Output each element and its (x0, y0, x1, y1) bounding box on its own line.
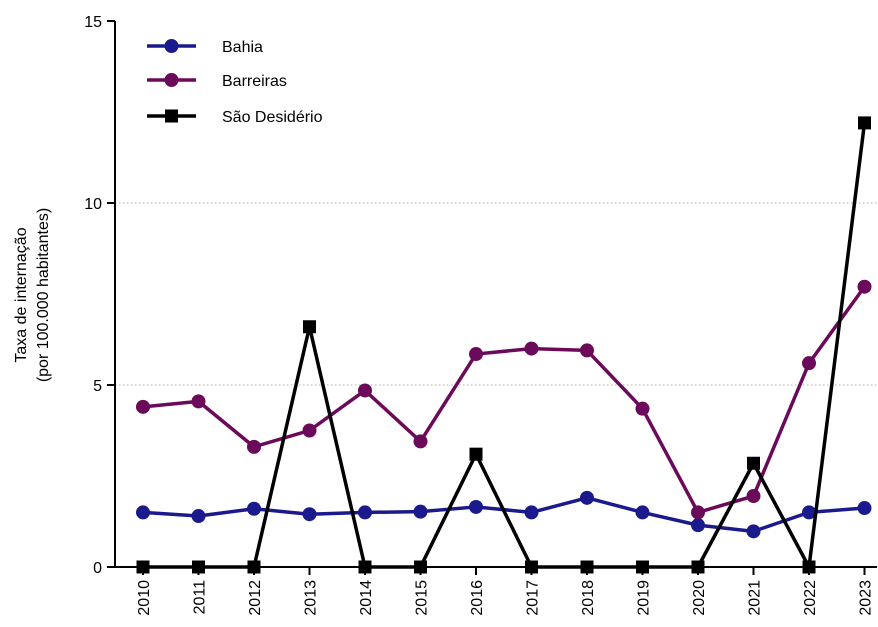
x-tick-label-2022: 2022 (802, 580, 819, 616)
data-point-bahia-2023 (857, 501, 872, 516)
data-point-barreiras-2014 (358, 383, 372, 398)
data-point-barreiras-2013 (302, 423, 317, 438)
data-point-bahia-2022 (802, 505, 816, 520)
data-point-bahia-2013 (302, 507, 317, 522)
legend-label-barreiras: Barreiras (222, 73, 287, 90)
data-point-s-o-desid-rio-2021 (747, 456, 760, 470)
y-tick-label-10: 10 (84, 196, 102, 213)
data-point-s-o-desid-rio-2012 (247, 560, 261, 574)
data-point-barreiras-2018 (580, 343, 594, 358)
x-tick-label-2013: 2013 (303, 580, 320, 616)
y-axis-label-line2: (por 100.000 habitantes) (35, 208, 52, 382)
x-tick-label-2011: 2011 (192, 580, 209, 615)
series-line-barreiras (142, 285, 866, 515)
data-point-bahia-2011 (191, 509, 206, 524)
data-point-barreiras-2022 (802, 356, 816, 371)
data-point-s-o-desid-rio-2013 (303, 320, 316, 334)
data-point-barreiras-2020 (691, 505, 705, 520)
y-tick-label-5: 5 (93, 378, 102, 395)
legend-label-bahia: Bahia (222, 39, 263, 56)
data-point-barreiras-2023 (857, 279, 872, 294)
data-point-barreiras-2012 (247, 439, 261, 454)
grid-lines (115, 202, 877, 386)
data-point-bahia-2019 (635, 505, 650, 520)
y-axis-label-line1: Taxa de internação (13, 227, 30, 362)
data-point-s-o-desid-rio-2010 (136, 560, 150, 574)
data-point-bahia-2017 (524, 505, 539, 520)
data-point-s-o-desid-rio-2023 (858, 116, 871, 130)
legend-marker-bahia (164, 39, 179, 53)
x-tick-label-2012: 2012 (247, 580, 264, 616)
legend-marker-barreiras (164, 73, 179, 87)
y-tick-label-0: 0 (93, 560, 102, 577)
data-point-barreiras-2019 (635, 401, 650, 416)
data-point-s-o-desid-rio-2014 (358, 560, 372, 574)
data-point-bahia-2015 (413, 504, 428, 519)
x-tick-label-2017: 2017 (525, 580, 542, 616)
y-axis-ticks: 0 5 10 15 (84, 14, 115, 577)
y-tick-label-15: 15 (84, 14, 102, 31)
legend-marker-s-o-desid-rio (165, 109, 178, 123)
x-tick-label-2019: 2019 (636, 580, 653, 616)
x-tick-label-2018: 2018 (580, 580, 597, 616)
axes (114, 21, 877, 568)
series-bahia (136, 490, 872, 539)
data-point-barreiras-2015 (413, 434, 428, 449)
data-point-bahia-2010 (136, 505, 150, 520)
data-point-barreiras-2017 (524, 341, 539, 356)
data-point-s-o-desid-rio-2018 (580, 560, 594, 574)
legend: Bahia Barreiras São Desidério (147, 39, 323, 126)
data-point-barreiras-2016 (469, 347, 483, 362)
series-barreiras (136, 279, 872, 520)
x-tick-label-2014: 2014 (358, 580, 375, 616)
data-point-s-o-desid-rio-2015 (414, 560, 427, 574)
data-point-bahia-2018 (580, 490, 594, 505)
x-tick-label-2023: 2023 (858, 580, 875, 616)
data-point-bahia-2021 (746, 524, 761, 539)
data-point-bahia-2020 (691, 518, 705, 533)
x-tick-label-2016: 2016 (469, 580, 486, 616)
series-line-s-o-desid-rio (143, 122, 867, 569)
data-point-barreiras-2011 (191, 394, 206, 409)
data-point-s-o-desid-rio-2022 (802, 560, 816, 574)
data-point-s-o-desid-rio-2011 (192, 560, 205, 574)
x-tick-label-2020: 2020 (691, 580, 708, 616)
x-tick-label-2010: 2010 (136, 580, 153, 616)
series-s-o-desid-rio (136, 116, 871, 574)
data-point-s-o-desid-rio-2017 (525, 560, 538, 574)
data-point-s-o-desid-rio-2019 (636, 560, 649, 574)
data-point-barreiras-2021 (746, 489, 761, 504)
series-group (136, 116, 872, 574)
legend-label-s-o-desid-rio: São Desidério (222, 109, 323, 126)
data-point-s-o-desid-rio-2016 (469, 447, 483, 461)
x-tick-label-2015: 2015 (414, 580, 431, 616)
data-point-s-o-desid-rio-2020 (691, 560, 705, 574)
x-tick-label-2021: 2021 (747, 580, 764, 616)
data-point-bahia-2016 (469, 499, 483, 514)
data-point-barreiras-2010 (136, 399, 150, 414)
data-point-bahia-2012 (247, 501, 261, 516)
data-point-bahia-2014 (358, 505, 372, 520)
x-axis-ticks: 2010 2011 2012 2013 2014 2015 2016 2017 2018 2019… (136, 567, 875, 616)
